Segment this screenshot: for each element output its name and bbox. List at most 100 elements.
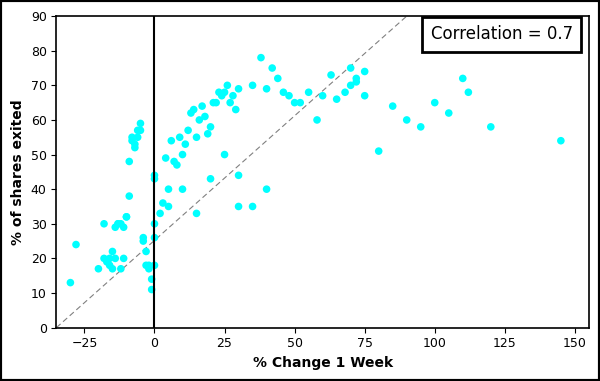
Point [99,255,109,261]
Point [209,99,218,106]
Point [107,248,117,255]
Point [169,158,179,165]
Point [217,93,227,99]
Point [181,141,190,147]
Point [119,255,128,261]
Point [116,221,125,227]
Point [107,266,117,272]
Point [234,86,244,92]
Point [312,117,322,123]
Point [192,210,202,216]
Point [155,210,165,216]
Point [122,214,131,220]
Point [130,141,140,147]
Point [388,103,398,109]
Point [147,287,157,293]
Point [147,276,157,282]
Point [416,124,425,130]
Point [430,99,440,106]
Point [226,99,235,106]
Point [127,138,137,144]
Point [486,124,496,130]
Point [228,93,238,99]
Point [360,69,370,75]
Point [326,72,336,78]
Point [556,138,566,144]
Point [332,96,341,102]
Point [175,134,185,140]
Point [105,255,115,261]
Point [141,248,151,255]
Point [220,89,229,95]
Point [189,107,199,113]
Point [124,158,134,165]
Point [139,238,148,244]
Point [346,65,355,71]
Point [458,75,467,82]
Point [149,235,159,241]
Point [464,89,473,95]
Point [65,280,75,286]
Point [220,152,229,158]
Point [211,99,221,106]
Point [346,82,355,88]
Point [149,262,159,268]
Point [352,79,361,85]
Point [71,242,81,248]
Point [352,75,361,82]
Point [133,127,142,133]
Point [444,110,454,116]
Point [113,221,123,227]
Point [144,266,154,272]
Point [304,89,313,95]
Point [139,235,148,241]
Point [119,224,128,230]
Point [223,82,232,88]
Point [402,117,412,123]
Point [94,266,103,272]
Point [184,127,193,133]
Point [197,103,207,109]
Point [141,262,151,268]
Point [262,86,271,92]
Point [234,172,244,178]
Point [248,82,257,88]
Point [113,221,123,227]
Point [192,134,202,140]
Point [116,266,125,272]
Point [99,221,109,227]
Point [178,152,187,158]
Point [105,262,115,268]
X-axis label: % Change 1 Week: % Change 1 Week [253,356,393,370]
Point [124,193,134,199]
Y-axis label: % of shares exited: % of shares exited [11,99,25,245]
Point [374,148,383,154]
Point [149,172,159,178]
Point [149,176,159,182]
Point [206,176,215,182]
Point [130,144,140,150]
Point [214,89,224,95]
Point [194,117,204,123]
Point [149,221,159,227]
Point [186,110,196,116]
Point [110,224,120,230]
Point [161,155,170,161]
Point [133,134,142,140]
Point [158,200,167,206]
Point [122,214,131,220]
Point [256,54,266,61]
Point [262,186,271,192]
Point [360,93,370,99]
Point [278,89,288,95]
Point [136,127,145,133]
Point [203,131,212,137]
Text: Correlation = 0.7: Correlation = 0.7 [431,26,573,43]
Point [164,203,173,210]
Point [234,203,244,210]
Point [166,138,176,144]
Point [178,186,187,192]
Point [200,114,210,120]
Point [110,255,120,261]
Point [231,107,241,113]
